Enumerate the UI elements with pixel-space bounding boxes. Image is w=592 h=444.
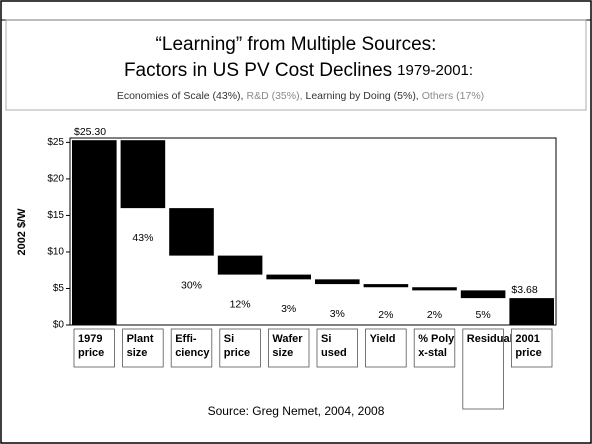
x-tick-label: price [78,347,104,359]
bar [315,279,360,285]
category-box [413,328,456,368]
category-box [219,328,261,368]
x-tick-label: Effi- [175,333,197,345]
bar-label: 43% [132,232,153,244]
bar [217,255,263,275]
x-tick-label: price [224,347,250,359]
category-box [365,328,407,368]
y-tick-label: $5 [53,283,65,294]
x-tick-label: Si [321,333,331,345]
x-tick-label: 1979 [78,333,102,345]
category-box [510,328,553,368]
title-part: 1979-2001: [397,62,473,79]
x-tick-label: used [321,347,347,359]
bar-label: 30% [181,279,202,291]
bar [460,290,506,299]
plot-frame [69,137,557,326]
category-box [462,328,504,410]
x-tick-label: ciency [175,347,210,359]
subtitle-part: Learning by Doing (5%), [306,90,419,102]
bar [412,287,457,291]
source: Source: Greg Nemet, 2004, 2008 [208,404,385,418]
title-box [5,19,587,111]
category-box [122,328,164,368]
bar [509,298,554,325]
subtitle-part: Others (17%) [422,90,484,102]
bar [169,208,214,256]
y-tick-label: $25 [47,137,64,148]
bar-label: 2% [427,309,442,321]
bar-label: 2% [378,309,393,321]
y-axis-label: 2002 $/W [16,208,28,256]
x-tick-label: price [515,347,541,359]
y-tick-label: $10 [47,247,64,258]
subtitle-part: Economies of Scale (43%), [117,90,244,102]
bar-label: 12% [230,298,251,310]
x-tick-label: Wafer [272,333,303,345]
title-part: Factors in US PV Cost Declines [124,60,392,81]
category-box [267,328,310,368]
title-line: Factors in US PV Cost Declines 1979-2001: [124,60,473,81]
bar [72,140,117,325]
y-tick-label: $0 [53,320,65,331]
x-tick-label: Plant [127,333,154,345]
bar-label: 3% [281,303,296,315]
x-tick-label: size [272,347,293,359]
x-tick-label: % Poly [418,333,455,345]
category-box [170,328,213,368]
bar-label: 3% [330,308,345,320]
x-tick-label: 2001 [515,333,539,345]
y-tick-label: $20 [47,174,64,185]
subtitle-part: R&D (35%), [246,90,302,102]
category-box [316,328,358,368]
x-tick-label: Si [224,333,234,345]
bar-label: $25.30 [74,126,106,138]
subtitle: Economies of Scale (43%), R&D (35%), Learn… [117,90,484,102]
x-tick-label: size [127,347,148,359]
category-box [73,328,115,368]
x-tick-label: Yield [370,333,396,345]
bar [266,274,311,280]
bar-label: 5% [476,309,491,321]
bar [120,140,166,209]
bar [363,284,409,288]
y-tick-label: $15 [47,210,64,221]
x-tick-label: x-stal [418,347,447,359]
bar-label: $3.68 [511,284,537,296]
title-line: “Learning” from Multiple Sources: [156,34,437,55]
x-tick-label: Residual [467,333,513,345]
